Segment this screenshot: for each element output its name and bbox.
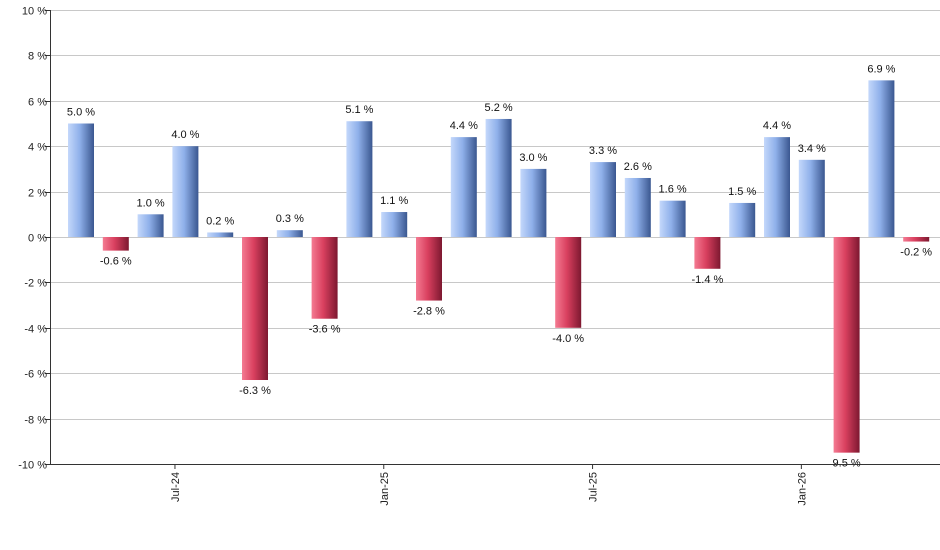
- bar: [276, 230, 303, 237]
- bar: [68, 123, 94, 237]
- data-label: -6.3 %: [239, 385, 271, 397]
- bars: [68, 80, 930, 453]
- bar: [659, 200, 686, 237]
- axes: [50, 10, 940, 465]
- bar: [833, 237, 860, 453]
- x-axis-tick-labels: Jul-24 Jan-25 Jul-25 Jan-26: [170, 464, 808, 506]
- bar: [729, 202, 756, 237]
- bar: [381, 212, 408, 237]
- y-tick-label: -4 %: [24, 324, 47, 336]
- y-tick-label: 4 %: [28, 142, 47, 154]
- bar: [485, 118, 512, 237]
- data-label: 1.5 %: [728, 186, 756, 198]
- data-label: 1.6 %: [659, 184, 687, 196]
- x-tick-label: Jan-26: [796, 472, 808, 506]
- x-tick-label: Jan-25: [379, 472, 391, 506]
- bar: [764, 137, 790, 237]
- data-label: 3.4 %: [798, 143, 826, 155]
- bar: [624, 177, 651, 237]
- y-tick-label: -2 %: [24, 278, 47, 290]
- bar: [903, 237, 930, 242]
- data-label: -0.2 %: [900, 247, 932, 259]
- data-label: 3.0 %: [519, 152, 547, 164]
- data-label: 1.0 %: [137, 197, 165, 209]
- y-tick-label: -6 %: [24, 369, 47, 381]
- bar: [311, 237, 338, 319]
- data-labels: 5.0 % -0.6 % 1.0 % 4.0 % 0.2 % -6.3 % 0.3 % -3.…: [67, 63, 932, 469]
- data-label: 9.5 %: [833, 458, 861, 470]
- bar: [416, 237, 442, 301]
- bar: [172, 146, 199, 237]
- data-label: 1.1 %: [380, 195, 408, 207]
- data-label: -1.4 %: [692, 274, 724, 286]
- data-label: 5.0 %: [67, 107, 95, 119]
- bar: [798, 159, 825, 237]
- bar: [346, 121, 373, 237]
- data-label: 4.4 %: [763, 120, 791, 132]
- data-label: 0.3 %: [276, 213, 304, 225]
- x-tick-label: Jul-24: [170, 472, 182, 502]
- y-tick-label: 8 %: [28, 51, 47, 63]
- bar: [590, 162, 616, 237]
- bar: [207, 232, 234, 237]
- bar: [450, 137, 477, 237]
- y-tick-label: 2 %: [28, 188, 47, 200]
- data-label: 3.3 %: [589, 145, 617, 157]
- bar: [242, 237, 268, 381]
- data-label: -4.0 %: [552, 333, 584, 345]
- bar: [868, 80, 895, 238]
- x-tick-label: Jul-25: [588, 472, 600, 502]
- y-axis-tick-labels: 10 % 8 % 6 % 4 % 2 % 0 % -2 % -4 % -6 % -8 % -10 %: [18, 6, 47, 472]
- bar: [555, 237, 582, 328]
- data-label: 4.0 %: [171, 129, 199, 141]
- data-label: 2.6 %: [624, 161, 652, 173]
- data-label: 6.9 %: [867, 63, 895, 75]
- y-tick-label: 0 %: [28, 233, 47, 245]
- data-label: 5.2 %: [485, 102, 513, 114]
- y-tick-label: 10 %: [22, 6, 47, 18]
- gridlines: [45, 10, 940, 465]
- data-label: -3.6 %: [309, 324, 341, 336]
- bar: [137, 214, 164, 237]
- bar: [102, 237, 129, 251]
- y-tick-label: 6 %: [28, 97, 47, 109]
- data-label: -0.6 %: [100, 256, 132, 268]
- y-tick-label: -8 %: [24, 415, 47, 427]
- data-label: 0.2 %: [206, 215, 234, 227]
- data-label: -2.8 %: [413, 306, 445, 318]
- bar: [694, 237, 721, 269]
- data-label: 5.1 %: [345, 104, 373, 116]
- bar: [520, 168, 547, 237]
- y-tick-label: -10 %: [18, 460, 47, 472]
- data-label: 4.4 %: [450, 120, 478, 132]
